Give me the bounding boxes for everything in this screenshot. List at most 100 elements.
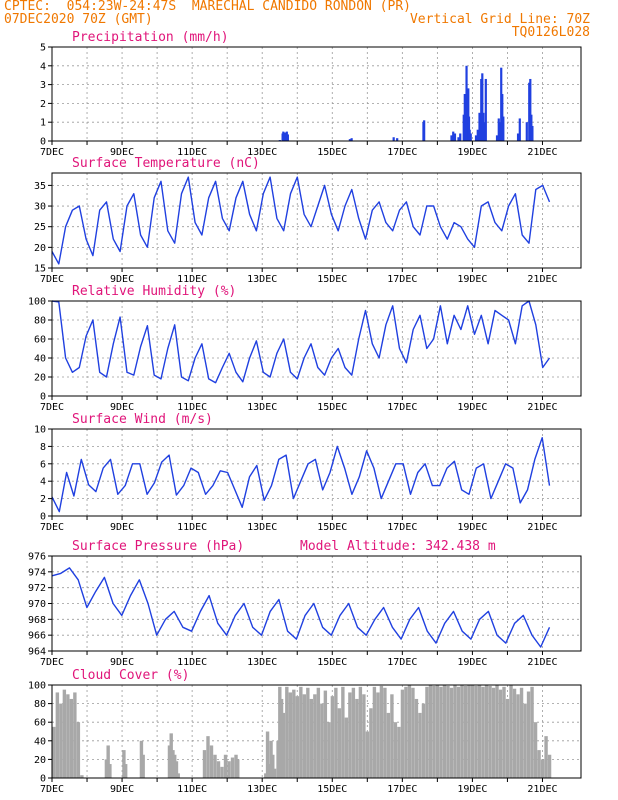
panel-2-xtick-label: 21DEC (527, 274, 557, 285)
panel-6-cloud-bar (474, 685, 478, 778)
panel-6-cloud-bar (171, 750, 175, 778)
panel-6-cloud-bar (139, 740, 144, 778)
panel-6-xtick-label: 11DEC (177, 784, 207, 795)
panel-2-xtick-label: 7DEC (40, 274, 64, 285)
panel-1-bar (453, 133, 457, 141)
panel-6-cloud-bar (523, 703, 527, 778)
panel-1-ytick-label: 5 (40, 43, 46, 54)
panel-6-cloud-bar (526, 691, 531, 778)
panel-4-xtick-label: 11DEC (177, 522, 207, 533)
panel-6-cloud-bar (265, 731, 270, 778)
panel-6-ytick-label: 20 (34, 755, 46, 766)
panel-2-xtick-label: 11DEC (177, 274, 207, 285)
panel-6-cloud-bar (264, 773, 268, 778)
panel-6-cloud-bar (355, 698, 359, 778)
panel-5-xtick-label: 15DEC (317, 657, 347, 668)
panel-2-ytick-label: 20 (34, 243, 46, 254)
panel-1-bar (478, 112, 481, 141)
panel-4-xtick-label: 15DEC (317, 522, 347, 533)
panel-1-bar (495, 135, 499, 141)
panel-1-xtick-label: 7DEC (40, 147, 64, 158)
panel-6-cloud-bar (351, 687, 356, 778)
panel-6-cloud-bar (123, 764, 128, 778)
panel-6-cloud-bar (372, 686, 377, 778)
panel-6-cloud-bar (292, 689, 296, 778)
panel-6-cloud-bar (358, 686, 363, 778)
panel-6-cloud-bar (108, 764, 112, 778)
panel-6-cloud-bar (76, 722, 81, 778)
panel-6-cloud-bar (533, 722, 538, 778)
panel-6-cloud-bar (313, 694, 317, 778)
panel-5-ytick-label: 974 (28, 567, 46, 578)
panel-3-series-line (51, 300, 551, 384)
panel-6-cloud-bar (439, 686, 443, 778)
panel-1-xtick-label: 21DEC (527, 147, 557, 158)
panel-6-cloud-bar (337, 708, 342, 778)
panel-4-ytick-label: 4 (40, 477, 46, 488)
panel-6-cloud-bar (379, 685, 384, 778)
panel-1-bar (518, 118, 521, 141)
panel-5-ytick-label: 968 (28, 615, 46, 626)
panel-6-cloud-bar (320, 703, 324, 778)
panel-1-ytick-label: 0 (40, 137, 46, 148)
header-location: CPTEC: 054:23W-24:47S MARECHAL CANDIDO R… (4, 0, 411, 14)
panel-6-cloud-bar (302, 694, 307, 778)
panel-6-cloud-bar (327, 722, 331, 778)
panel-1-bar (467, 116, 471, 141)
panel-6-cloud-bar (202, 750, 207, 778)
panel-6-cloud-bar (316, 687, 321, 778)
panel-1-bar (476, 129, 479, 141)
panel-6-xtick-label: 7DEC (40, 784, 64, 795)
panel-1-bar (286, 134, 289, 141)
panel-6-xtick-label: 9DEC (110, 784, 134, 795)
panel-5-xtick-label: 17DEC (387, 657, 417, 668)
panel-6-cloud-bar (348, 692, 352, 778)
panel-6-cloud-bar (334, 687, 338, 778)
panel-5-ytick-label: 970 (28, 599, 46, 610)
panel-6-cloud-bar (456, 686, 461, 778)
panel-1-bar (525, 122, 528, 141)
panel-3-ytick-label: 0 (40, 392, 46, 403)
panel-6-cloud-bar (404, 686, 408, 778)
panel-6-cloud-bar (216, 761, 221, 778)
panel-1-bar (498, 122, 501, 141)
panel-5-ytick-label: 966 (28, 631, 46, 642)
panel-5-xtick-label: 19DEC (457, 657, 487, 668)
panel-1-ytick-label: 2 (40, 99, 46, 110)
panel-6-frame (51, 684, 582, 779)
panel-3-ytick-label: 20 (34, 373, 46, 384)
panel-6-cloud-bar (449, 687, 454, 778)
panel-6-cloud-bar (174, 761, 179, 778)
panel-6-cloud-bar (460, 685, 464, 778)
panel-1-bar (469, 133, 472, 141)
panel-6-cloud-bar (530, 686, 534, 778)
panel-6-cloud-bar (69, 698, 74, 778)
panel-4-xtick-label: 13DEC (247, 522, 277, 533)
panel-2-ytick-label: 30 (34, 202, 46, 213)
panel-4-xtick-label: 9DEC (110, 522, 134, 533)
panel-1-bar (423, 120, 426, 141)
panel-3-xtick-label: 13DEC (247, 402, 277, 413)
panel-6-cloud-bar (362, 694, 366, 778)
panel-6-cloud-bar (104, 759, 109, 778)
panel-6-cloud-bar (421, 703, 426, 778)
panel-6-cloud-bar (467, 685, 471, 778)
panel-1-bar (529, 78, 532, 141)
panel-6-cloud-bar (365, 731, 370, 778)
panel-1-bar (457, 137, 460, 141)
panel-6-cloud-bar (309, 698, 314, 778)
panel-3-xtick-label: 19DEC (457, 402, 487, 413)
panel-6-cloud-bar (383, 687, 387, 778)
panel-6-cloud-bar (477, 685, 482, 778)
panel-1-bar (459, 133, 462, 141)
panel-5-frame (51, 555, 582, 652)
panel-6-cloud-bar (169, 733, 173, 778)
panel-6-cloud-bar (519, 687, 524, 778)
panel-6-cloud-bar (73, 692, 77, 778)
panel-1-bar (282, 131, 285, 141)
panel-1-ytick-label: 4 (40, 61, 46, 72)
panel-6-xtick-label: 19DEC (457, 784, 487, 795)
panel-6-cloud-bar (418, 712, 422, 778)
panel-6-cloud-bar (281, 712, 286, 778)
panel-3-ytick-label: 40 (34, 354, 46, 365)
